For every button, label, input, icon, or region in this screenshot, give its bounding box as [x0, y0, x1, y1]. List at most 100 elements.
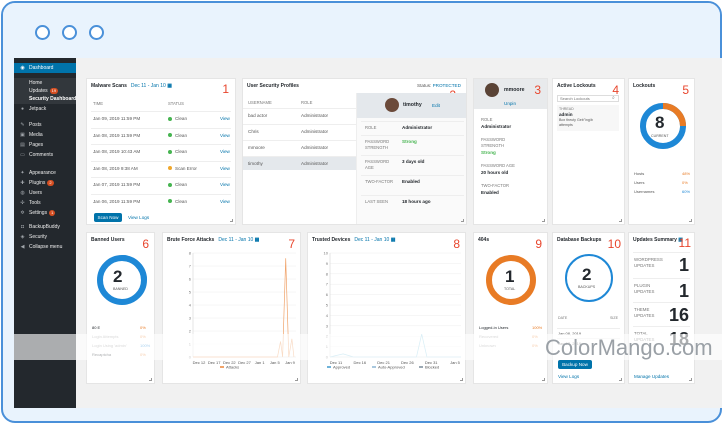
detail-value: Administrator: [402, 125, 433, 130]
edit-link[interactable]: Edit: [432, 103, 440, 108]
active-lockouts-widget: Active Lockouts 4 ⌕ THREAD admin Box the…: [552, 78, 625, 225]
series-legend-label: Auto-Approved: [378, 365, 405, 370]
status-dot-icon: [168, 166, 172, 170]
status-dot-icon: [168, 199, 172, 203]
scan-now-button[interactable]: Scan Now: [94, 213, 122, 222]
row-divider: [361, 155, 464, 156]
view-logs-link[interactable]: View Logs: [558, 374, 580, 379]
sidebar-item-label: Appearance: [29, 170, 56, 176]
user-card-value: 20 hours old: [481, 170, 509, 175]
sidebar-item[interactable]: ▣ Media: [14, 130, 76, 140]
manage-updates-link[interactable]: Manage Updates: [634, 374, 669, 379]
sidebar-item[interactable]: ▭ Comments: [14, 150, 76, 160]
sidebar-item[interactable]: ◉ Dashboard: [14, 63, 76, 73]
sidebar-item[interactable]: Updates 19: [14, 86, 76, 96]
series-legend-label: Approved: [333, 365, 350, 370]
lockout-percent: 0%: [682, 180, 688, 185]
role-cell: Administrator: [301, 161, 329, 166]
y-tick-label: 7: [189, 264, 192, 269]
size-header: SIZE: [610, 316, 618, 320]
calendar-icon[interactable]: ▦: [678, 237, 684, 243]
resize-handle[interactable]: [149, 378, 152, 381]
sidebar-item[interactable]: ● Jetpack: [14, 104, 76, 114]
resize-handle[interactable]: [689, 219, 692, 222]
scan-time: Jan 06, 2019 11:59 PM: [93, 198, 141, 204]
lockouts-widget: Lockouts 5 8 CURRENT Hosts 48% Users 0% User…: [628, 78, 695, 225]
sidebar-item-label: Users: [29, 190, 43, 196]
date-range[interactable]: Dec 11 - Jan 10: [218, 237, 254, 243]
backups-count: 2: [582, 265, 592, 284]
sidebar-item[interactable]: ✣ Tools: [14, 198, 76, 208]
row-divider: [361, 195, 464, 196]
resize-handle[interactable]: [295, 378, 298, 381]
brute-force-widget: Brute Force Attacks Dec 11 - Jan 10 ▦ 7 8…: [162, 232, 301, 384]
update-label: PLUGIN UPDATES: [634, 283, 655, 294]
security-icon: ◈: [20, 234, 25, 240]
view-scan-link[interactable]: View: [220, 116, 230, 121]
sidebar-item[interactable]: ✎ Posts: [14, 120, 76, 130]
update-label: WORDPRESS UPDATES: [634, 257, 663, 268]
sidebar-item[interactable]: Home: [14, 78, 76, 88]
table-row[interactable]: timothy Administrator: [243, 156, 356, 170]
calendar-icon[interactable]: ▦: [167, 83, 172, 89]
scan-status: Clean: [175, 116, 188, 121]
date-range[interactable]: Dec 11 - Jan 10: [354, 237, 390, 243]
y-tick-label: 8: [326, 271, 329, 276]
resize-handle[interactable]: [619, 378, 622, 381]
resize-handle[interactable]: [230, 219, 233, 222]
table-row[interactable]: mmoore Administrator: [243, 140, 356, 154]
resize-handle[interactable]: [460, 378, 463, 381]
lockouts-title: Lockouts: [633, 83, 656, 89]
scan-status: Clean: [175, 149, 188, 154]
table-row[interactable]: bad actor Administrator: [243, 108, 356, 122]
username-cell: Chris: [248, 129, 259, 134]
sidebar-item[interactable]: ◀ Collapse menu: [14, 242, 76, 252]
view-scan-link[interactable]: View: [220, 149, 230, 154]
sidebar-item[interactable]: ✦ Appearance: [14, 168, 76, 178]
lockout-category: Usernames: [634, 189, 655, 194]
watermark-text: ColorMango.com: [545, 335, 713, 360]
lockout-user: admin: [559, 112, 573, 117]
sidebar-item[interactable]: ◘ BackupBuddy: [14, 222, 76, 232]
y-tick-label: 3: [189, 316, 192, 321]
backup-now-button[interactable]: Backup Now: [558, 360, 592, 369]
resize-handle[interactable]: [461, 219, 464, 222]
window-dot-icon[interactable]: [35, 25, 50, 40]
sidebar-item[interactable]: ◍ Users: [14, 188, 76, 198]
updates-summary-widget: Updates Summary ▦ 11 WORDPRESS UPDATES 1 P…: [628, 232, 695, 384]
sidebar-item[interactable]: ◈ Security: [14, 232, 76, 242]
resize-handle[interactable]: [542, 378, 545, 381]
unpin-link[interactable]: Unpin: [504, 101, 517, 106]
window-dot-icon[interactable]: [62, 25, 77, 40]
view-logs-link[interactable]: View Logs: [128, 215, 150, 220]
view-scan-link[interactable]: View: [220, 165, 230, 171]
calendar-icon[interactable]: ▦: [390, 237, 396, 243]
series-legend-swatch: [372, 366, 376, 368]
view-scan-link[interactable]: View: [220, 182, 230, 187]
y-tick-label: 10: [324, 251, 329, 256]
user-card-widget: mmoore 3 Unpin ROLE Administrator PASSWORD…: [473, 78, 548, 225]
date-range[interactable]: Dec 11 - Jan 10: [130, 83, 166, 89]
scan-status: Clean: [175, 132, 188, 138]
backups-caption: BACKUPS: [578, 285, 596, 289]
dashboard-icon: ◉: [20, 65, 25, 71]
scan-time: Jan 08, 2019 9:38 AM: [93, 165, 138, 171]
view-scan-link[interactable]: View: [220, 132, 230, 138]
sidebar-item[interactable]: ✚ Plugins 2: [14, 178, 76, 188]
resize-handle[interactable]: [542, 219, 545, 222]
window-dot-icon[interactable]: [89, 25, 104, 40]
user-security-profiles-widget: User Security Profiles Status: PROTECTED…: [242, 78, 467, 225]
resize-handle[interactable]: [689, 378, 692, 381]
resize-handle[interactable]: [619, 219, 622, 222]
lockout-entry[interactable]: THREAD admin Box theuty Geb"ing\b attemp…: [557, 105, 619, 131]
comments-icon: ▭: [20, 152, 25, 158]
sidebar-item[interactable]: Security Dashboard: [14, 94, 76, 104]
sidebar-item[interactable]: ✲ Settings 1: [14, 208, 76, 218]
series-legend-swatch: [419, 366, 423, 368]
view-scan-link[interactable]: View: [220, 198, 230, 204]
sidebar-item[interactable]: ▤ Pages: [14, 140, 76, 150]
search-lockouts-input[interactable]: [557, 95, 619, 102]
calendar-icon[interactable]: ▦: [254, 237, 260, 243]
table-row[interactable]: Chris Administrator: [243, 124, 356, 138]
x-tick-label: Dec 16: [353, 360, 366, 365]
